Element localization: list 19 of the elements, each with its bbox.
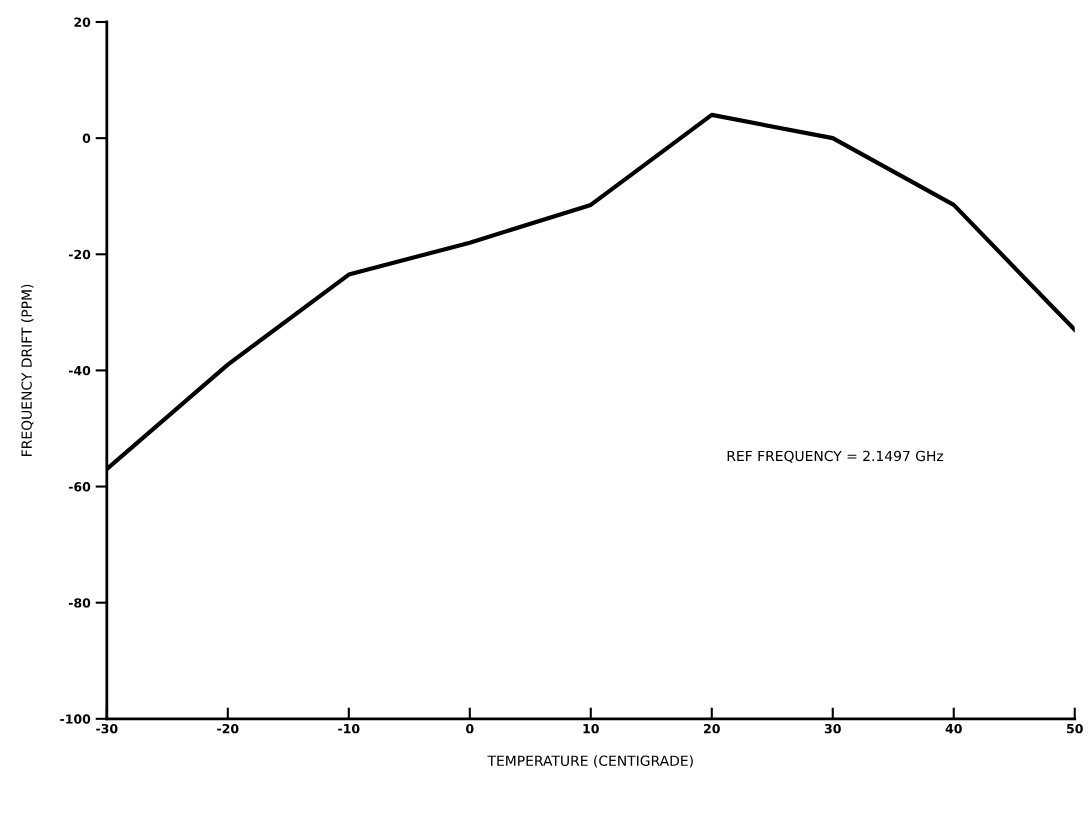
x-tick-label: -20 — [217, 723, 239, 734]
annotation: REF FREQUENCY = 2.1497 GHz — [727, 450, 944, 463]
y-axis-title: FREQUENCY DRIFT (PPM) — [21, 284, 34, 456]
y-tick-label: -60 — [68, 482, 91, 492]
x-tick-label: 10 — [583, 723, 599, 734]
x-tick-label: 30 — [824, 723, 841, 734]
x-tick-label: 0 — [466, 723, 474, 734]
x-tick-label: 40 — [945, 723, 962, 734]
y-tick-label: -40 — [68, 365, 91, 376]
y-tick-label: -20 — [68, 249, 91, 260]
y-tick-label: 0 — [82, 133, 91, 144]
x-tick-label: -30 — [96, 723, 118, 734]
y-tick-label: 20 — [74, 17, 91, 27]
x-tick-label: 20 — [704, 723, 720, 734]
x-tick-label: 50 — [1067, 723, 1083, 734]
x-axis-title: TEMPERATURE (CENTIGRADE) — [487, 755, 693, 768]
y-tick-label: -100 — [60, 714, 91, 724]
x-tick-label: -10 — [338, 723, 360, 734]
y-tick-label: -80 — [68, 598, 91, 608]
